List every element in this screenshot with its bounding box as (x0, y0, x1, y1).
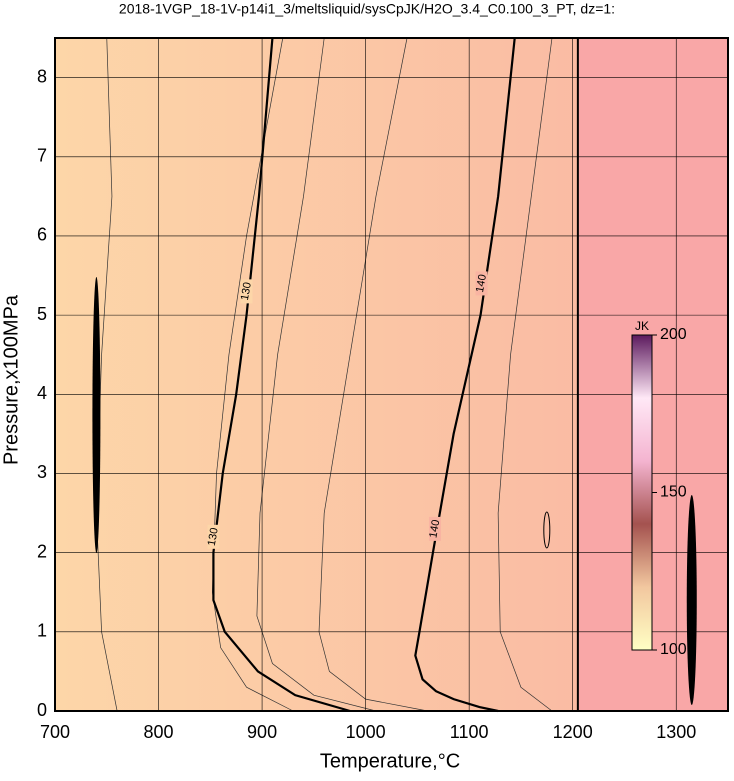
colorbar-tick-label: 200 (660, 326, 687, 343)
x-tick-label: 900 (247, 722, 277, 742)
y-tick-label: 1 (37, 621, 47, 641)
x-tick-label: 1000 (346, 722, 386, 742)
contour-label: 130 (206, 527, 221, 547)
contour-label-bg (207, 524, 220, 549)
plot-frame (54, 37, 729, 712)
contour-label-bg (240, 279, 253, 304)
y-tick-label: 0 (37, 700, 47, 720)
contour-label: 130 (239, 281, 254, 301)
x-tick-label: 800 (144, 722, 174, 742)
colorbar-label: JK (635, 319, 649, 333)
y-tick-label: 7 (37, 146, 47, 166)
thin-contour (256, 37, 377, 712)
x-tick-label: 1200 (553, 722, 593, 742)
x-tick-label: 1100 (450, 722, 489, 742)
y-axis-label: Pressure,x100MPa (0, 294, 22, 465)
contour-cluster (92, 277, 101, 553)
colorbar (631, 334, 653, 651)
y-tick-label: 5 (37, 304, 47, 324)
y-tick-label: 8 (37, 66, 47, 86)
contour-label: 140 (474, 273, 489, 293)
colorbar-tick-label: 150 (660, 484, 687, 501)
thin-contour (318, 37, 428, 712)
contour-label-bg (428, 516, 441, 541)
right-region (577, 38, 728, 711)
y-tick-label: 2 (37, 541, 47, 561)
x-tick-label: 700 (40, 722, 70, 742)
y-tick-label: 3 (37, 462, 47, 482)
contour-cluster (686, 495, 697, 705)
contour-line (212, 37, 351, 713)
contour-label: 140 (427, 519, 442, 539)
y-tick-label: 4 (37, 383, 47, 403)
contour-label-bg (475, 271, 488, 296)
thin-contour (497, 37, 553, 712)
colorbar-tick-label: 100 (660, 641, 687, 658)
contour-cluster (543, 511, 551, 549)
y-tick-label: 6 (37, 225, 47, 245)
x-tick-label: 1300 (656, 722, 696, 742)
chart-title: 2018-1VGP_18-1V-p14i1_3/meltsliquid/sysC… (119, 1, 615, 17)
x-axis-label: Temperature,°C (320, 750, 460, 772)
